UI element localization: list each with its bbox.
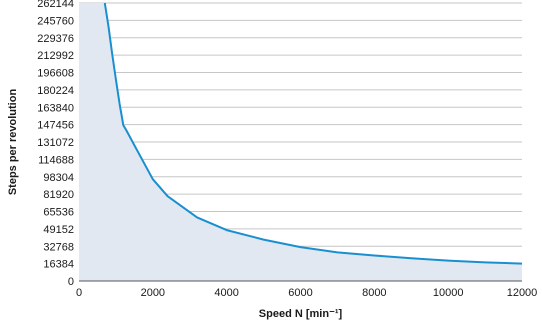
x-tick-label: 12000 bbox=[507, 287, 538, 299]
y-axis-title: Steps per revolution bbox=[7, 89, 19, 196]
x-tick-label: 6000 bbox=[288, 287, 312, 299]
x-axis-title: Speed N [min⁻¹] bbox=[259, 308, 343, 320]
y-tick-label: 147456 bbox=[37, 120, 74, 132]
x-tick-label: 0 bbox=[76, 287, 82, 299]
grid-lines bbox=[79, 2, 522, 265]
y-tick-label: 180224 bbox=[37, 85, 74, 97]
y-tick-label: 49152 bbox=[43, 224, 74, 236]
y-tick-label: 212992 bbox=[37, 50, 74, 62]
x-tick-labels: 0 2000 4000 6000 8000 10000 12000 bbox=[76, 287, 537, 299]
y-tick-label: 163840 bbox=[37, 102, 74, 114]
y-tick-label: 81920 bbox=[43, 189, 74, 201]
x-tick-label: 4000 bbox=[214, 287, 238, 299]
y-tick-label: 262144 bbox=[37, 0, 74, 10]
y-tick-label: 196608 bbox=[37, 68, 74, 80]
y-tick-label: 16384 bbox=[43, 259, 74, 271]
y-tick-label: 114688 bbox=[38, 154, 74, 166]
y-tick-label: 229376 bbox=[37, 33, 74, 45]
y-tick-labels: 0 16384 32768 49152 65536 81920 98304 114688 131… bbox=[37, 0, 74, 288]
y-tick-label: 98304 bbox=[43, 172, 74, 184]
y-tick-label: 65536 bbox=[43, 207, 74, 219]
x-tick-label: 10000 bbox=[433, 287, 464, 299]
y-tick-label: 32768 bbox=[43, 241, 74, 253]
y-tick-label: 245760 bbox=[37, 15, 74, 27]
y-tick-label: 0 bbox=[68, 276, 74, 288]
x-tick-label: 8000 bbox=[362, 287, 386, 299]
series-line bbox=[103, 2, 523, 265]
y-tick-label: 131072 bbox=[37, 137, 74, 149]
x-tick-label: 2000 bbox=[141, 287, 165, 299]
area-fill bbox=[79, 3, 522, 281]
